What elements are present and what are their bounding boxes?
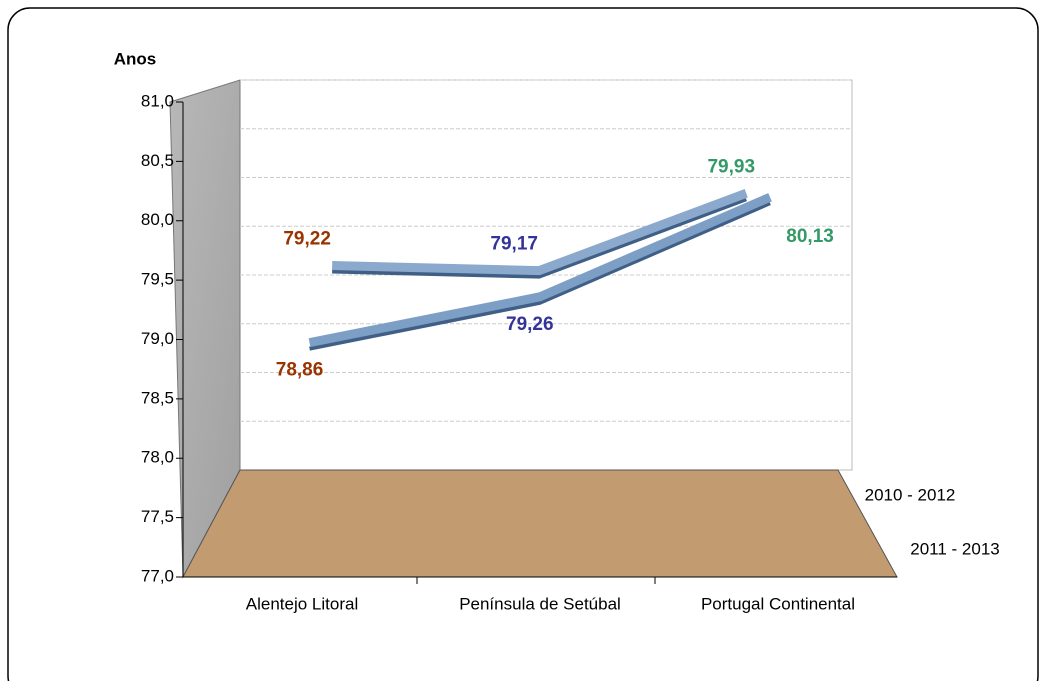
series-line-edge xyxy=(332,197,747,279)
x-tick-label: Portugal Continental xyxy=(701,594,855,613)
data-label: 79,93 xyxy=(707,156,755,177)
x-tick-label: Alentejo Litoral xyxy=(246,594,358,613)
y-tick-label: 81,0 xyxy=(141,91,174,110)
data-label: 80,13 xyxy=(786,226,834,247)
data-label: 79,22 xyxy=(283,229,331,250)
legend-label: 2011 - 2013 xyxy=(910,539,999,558)
legend-label: 2010 - 2012 xyxy=(865,485,956,504)
data-label: 79,26 xyxy=(506,314,554,335)
data-label: 79,17 xyxy=(490,234,538,255)
data-label: 78,86 xyxy=(276,360,324,381)
y-axis-label: Anos xyxy=(114,49,157,68)
series-line xyxy=(308,193,772,348)
y-tick-label: 78,5 xyxy=(141,388,174,407)
floor xyxy=(182,469,898,578)
series-line-edge xyxy=(309,201,771,351)
y-tick-label: 78,0 xyxy=(141,448,174,467)
y-tick-label: 77,0 xyxy=(141,566,174,585)
y-tick-label: 80,0 xyxy=(141,210,174,229)
x-tick-label: Península de Setúbal xyxy=(459,594,621,613)
y-tick-label: 80,5 xyxy=(141,151,174,170)
series-line xyxy=(332,189,748,276)
y-tick-label: 79,0 xyxy=(141,329,174,348)
y-tick-label: 77,5 xyxy=(141,507,174,526)
y-tick-label: 79,5 xyxy=(141,270,174,289)
